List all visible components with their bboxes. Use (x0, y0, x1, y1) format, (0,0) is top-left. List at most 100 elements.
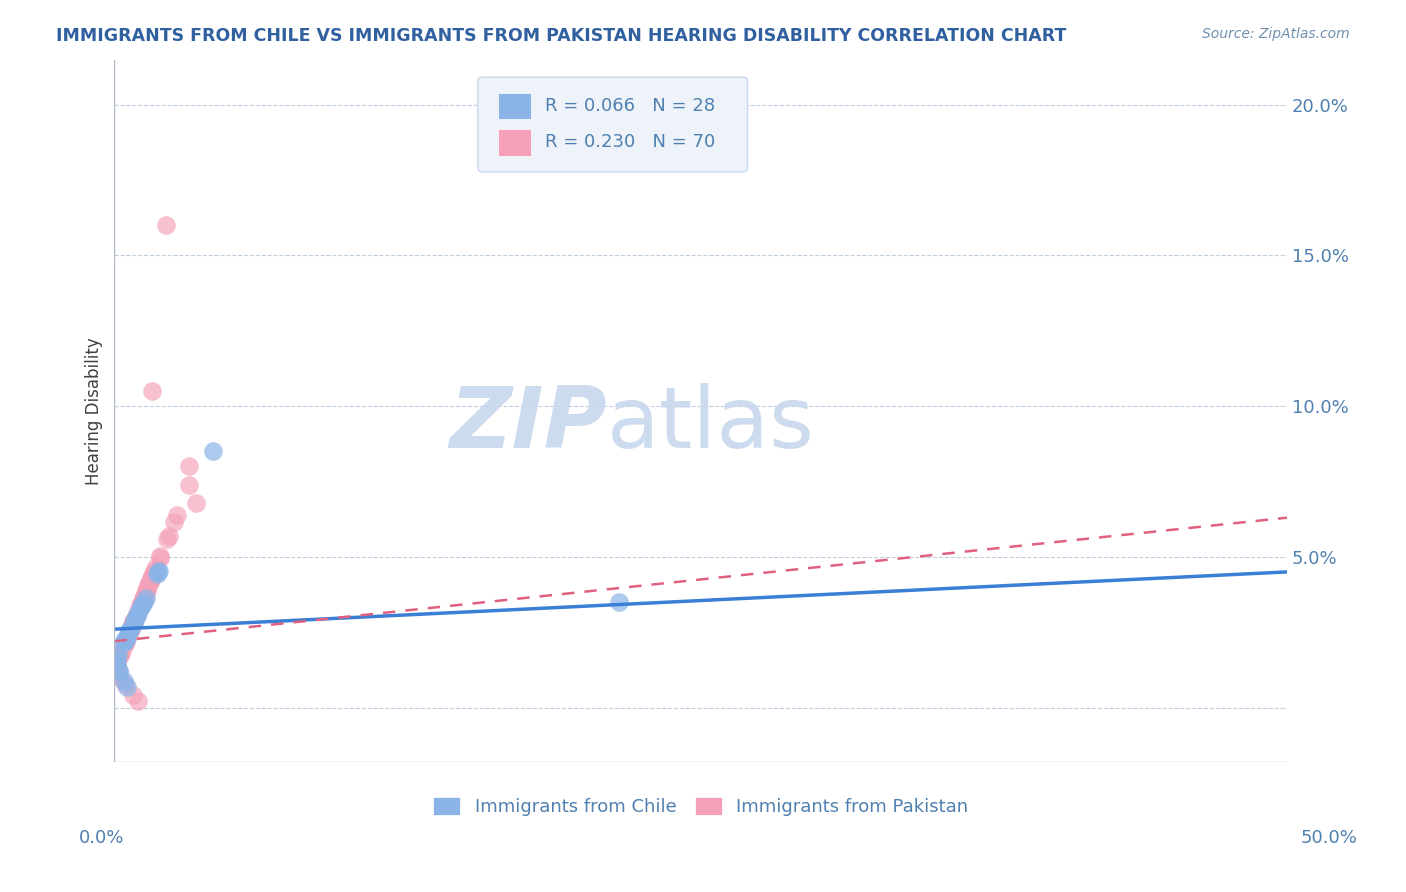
Point (117, 627, 139, 641)
Text: 50.0%: 50.0% (1301, 829, 1357, 847)
Point (115, 632, 138, 646)
Point (114, 636, 136, 650)
Point (131, 599, 153, 613)
Point (105, 663, 128, 677)
Point (115, 632, 138, 647)
Point (114, 637, 136, 651)
Point (108, 649, 131, 664)
Point (149, 550, 172, 565)
Point (111, 643, 134, 657)
Point (115, 680, 138, 694)
Point (166, 508, 188, 523)
Point (132, 595, 155, 609)
Point (105, 655, 128, 669)
Text: 0.0%: 0.0% (79, 829, 124, 847)
Point (146, 567, 169, 582)
Point (120, 622, 142, 636)
Point (149, 549, 172, 563)
Point (132, 591, 155, 606)
Point (108, 669, 131, 683)
Point (139, 572, 162, 586)
Point (105, 663, 128, 677)
Point (121, 618, 143, 632)
Point (114, 634, 136, 648)
Point (114, 632, 136, 647)
Point (131, 599, 153, 614)
Point (105, 660, 128, 674)
Point (115, 633, 138, 648)
Point (134, 588, 156, 602)
Point (141, 384, 163, 398)
Point (120, 621, 142, 635)
Point (129, 598, 152, 612)
Text: ZIP: ZIP (450, 384, 607, 467)
FancyBboxPatch shape (478, 77, 748, 172)
Point (157, 529, 180, 543)
Point (114, 677, 136, 691)
Point (156, 532, 179, 546)
Point (127, 604, 149, 618)
Point (127, 694, 149, 708)
Point (112, 635, 135, 649)
Point (118, 624, 141, 639)
Point (108, 648, 131, 662)
Point (122, 616, 145, 631)
Point (114, 632, 136, 647)
Point (118, 624, 141, 639)
Point (163, 516, 186, 530)
Point (135, 584, 157, 599)
Text: R = 0.066   N = 28: R = 0.066 N = 28 (544, 97, 714, 115)
Point (124, 612, 146, 626)
Point (110, 670, 132, 684)
Point (607, 595, 630, 609)
Point (127, 606, 149, 620)
Point (114, 632, 136, 647)
Point (122, 613, 145, 627)
Point (112, 673, 135, 688)
Text: atlas: atlas (607, 384, 815, 467)
Point (121, 617, 143, 632)
Y-axis label: Hearing Disability: Hearing Disability (86, 337, 103, 484)
Point (138, 578, 160, 592)
Point (143, 564, 166, 578)
Point (112, 635, 135, 649)
Point (122, 615, 145, 629)
Point (141, 569, 163, 583)
Point (155, 219, 177, 233)
Point (125, 608, 148, 623)
Point (122, 689, 145, 703)
Point (122, 615, 145, 630)
Point (118, 624, 141, 639)
Point (138, 575, 160, 590)
Point (135, 584, 157, 599)
Point (105, 655, 128, 669)
Point (186, 495, 208, 509)
Point (179, 459, 201, 474)
Point (129, 597, 152, 611)
Point (122, 615, 145, 630)
Point (125, 607, 148, 622)
Point (120, 621, 142, 635)
Point (129, 598, 152, 612)
Point (135, 582, 157, 597)
Bar (498, 129, 530, 156)
Point (132, 589, 155, 603)
Point (127, 608, 149, 623)
Point (121, 616, 143, 631)
Point (117, 627, 139, 641)
Legend: Immigrants from Chile, Immigrants from Pakistan: Immigrants from Chile, Immigrants from P… (433, 797, 969, 816)
Point (136, 582, 159, 596)
Point (146, 566, 169, 580)
Point (124, 615, 146, 629)
Point (105, 650, 128, 665)
Bar (498, 93, 530, 120)
Point (141, 570, 163, 584)
Point (107, 647, 129, 661)
Point (124, 613, 146, 627)
Point (145, 560, 167, 574)
Point (108, 664, 131, 678)
Text: Source: ZipAtlas.com: Source: ZipAtlas.com (1202, 27, 1350, 41)
Point (131, 592, 153, 607)
Point (108, 664, 131, 678)
Point (148, 564, 170, 578)
